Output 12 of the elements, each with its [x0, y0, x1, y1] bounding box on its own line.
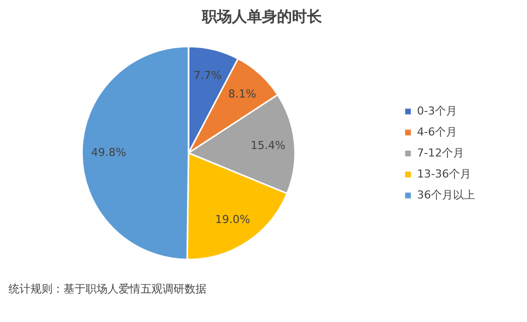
data-label: 8.1%: [228, 87, 256, 100]
data-label: 15.4%: [250, 138, 286, 152]
legend-label: 7-12个月: [417, 145, 464, 160]
legend-label: 13-36个月: [417, 166, 471, 181]
text: 统计规则：基于职场人爱情五观调研数据: [8, 282, 206, 296]
data-label: 7.7%: [194, 68, 222, 82]
chart-title: 职场人单身的时长: [201, 8, 323, 26]
data-label: 19.0%: [215, 213, 250, 226]
data-label: 49.8%: [91, 146, 126, 159]
legend-label: 4-6个月: [417, 124, 457, 139]
legend-label: 0-3个月: [417, 103, 457, 118]
legend-label: 36个月以上: [417, 187, 475, 202]
